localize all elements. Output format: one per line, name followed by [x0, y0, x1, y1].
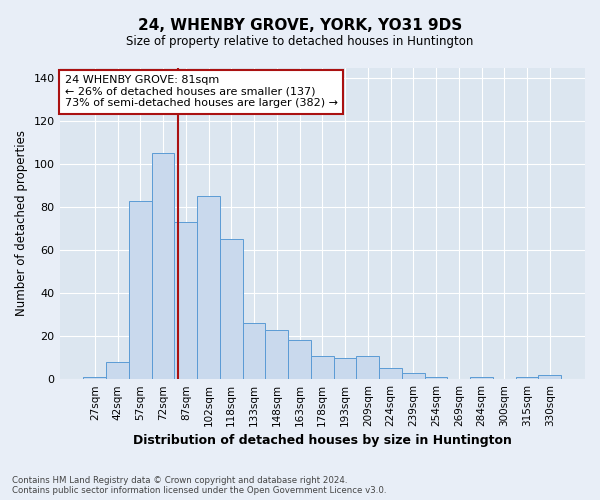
Bar [197, 196, 220, 379]
Bar [175, 222, 197, 379]
Bar [220, 240, 242, 379]
Bar [242, 324, 265, 379]
Bar [311, 356, 334, 379]
X-axis label: Distribution of detached houses by size in Huntington: Distribution of detached houses by size … [133, 434, 512, 448]
Bar [265, 330, 288, 379]
Bar [288, 340, 311, 379]
Text: Size of property relative to detached houses in Huntington: Size of property relative to detached ho… [127, 35, 473, 48]
Bar [129, 201, 152, 379]
Y-axis label: Number of detached properties: Number of detached properties [15, 130, 28, 316]
Bar [152, 154, 175, 379]
Bar [379, 368, 402, 379]
Text: 24 WHENBY GROVE: 81sqm
← 26% of detached houses are smaller (137)
73% of semi-de: 24 WHENBY GROVE: 81sqm ← 26% of detached… [65, 76, 338, 108]
Text: Contains HM Land Registry data © Crown copyright and database right 2024.
Contai: Contains HM Land Registry data © Crown c… [12, 476, 386, 495]
Bar [334, 358, 356, 379]
Text: 24, WHENBY GROVE, YORK, YO31 9DS: 24, WHENBY GROVE, YORK, YO31 9DS [138, 18, 462, 32]
Bar [515, 377, 538, 379]
Bar [356, 356, 379, 379]
Bar [83, 377, 106, 379]
Bar [106, 362, 129, 379]
Bar [425, 377, 448, 379]
Bar [470, 377, 493, 379]
Bar [402, 372, 425, 379]
Bar [538, 375, 561, 379]
